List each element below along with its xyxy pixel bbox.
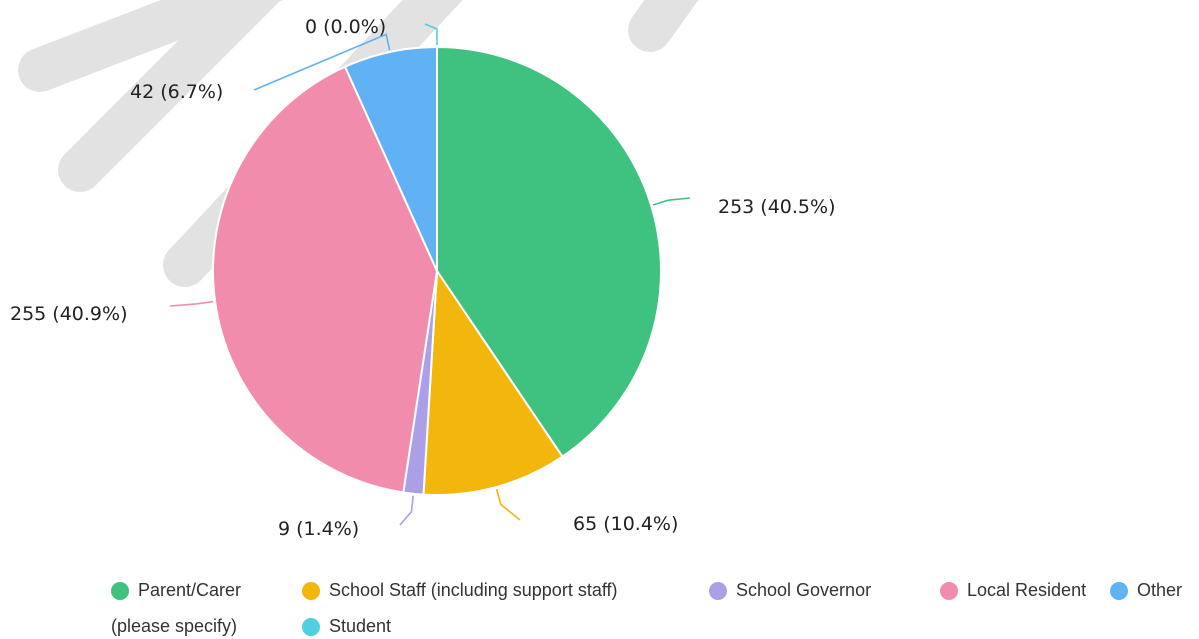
pie-slice-school-staff-including-support-staff[interactable] <box>422 267 564 496</box>
data-label-student: 0 (0.0%) <box>305 16 386 38</box>
legend-label: Other <box>1137 580 1183 600</box>
pie-slices <box>212 45 662 496</box>
data-label-school-staff-including-support-staff: 65 (10.4%) <box>573 513 678 535</box>
pie-slice-parent-carer[interactable] <box>436 45 662 459</box>
legend-dot <box>302 617 320 636</box>
legend-item-local-resident[interactable]: Local Resident <box>940 580 1086 601</box>
data-label-parent-carer: 253 (40.5%) <box>718 196 836 218</box>
legend-dot <box>111 581 129 600</box>
legend-label: Local Resident <box>967 580 1087 600</box>
leader-lines <box>169 23 691 526</box>
leader-line-other-please-specify <box>253 33 391 91</box>
legend-dot <box>709 581 727 600</box>
data-label-school-governor: 9 (1.4%) <box>278 518 359 540</box>
pie-chart: 253 (40.5%) 65 (10.4%) 9 (1.4%) 255 (40.9%)… <box>10 0 836 540</box>
legend-label: School Governor <box>736 580 872 600</box>
pie-slice-local-resident[interactable] <box>212 65 439 494</box>
legend-label: School Staff (including support staff) <box>329 580 618 600</box>
data-labels: 253 (40.5%) 65 (10.4%) 9 (1.4%) 255 (40.9%)… <box>10 16 836 540</box>
pie-slice-other-please-specify[interactable] <box>343 45 438 272</box>
legend-item-school-staff[interactable]: School Staff (including support staff) <box>302 580 618 601</box>
legend-dot <box>302 581 320 600</box>
legend-label: Parent/Carer <box>138 580 242 600</box>
legend-item-school-governor[interactable]: School Governor <box>709 580 871 601</box>
legend: Parent/Carer School Staff (including sup… <box>0 578 1199 639</box>
leader-line-school-staff-including-support-staff <box>495 488 521 521</box>
leader-line-school-governor <box>399 495 414 526</box>
legend-dot <box>1110 581 1128 600</box>
legend-item-other[interactable]: Other <box>1110 580 1182 601</box>
legend-item-student[interactable]: Student <box>302 616 391 637</box>
legend-label-other-continued: (please specify) <box>111 616 238 636</box>
legend-item-parent-carer[interactable]: Parent/Carer <box>111 580 241 601</box>
data-label-other-please-specify: 42 (6.7%) <box>130 81 223 103</box>
legend-label: Student <box>329 616 392 636</box>
leader-line-student <box>424 23 438 45</box>
legend-dot <box>940 581 958 600</box>
leader-line-parent-carer <box>652 197 691 206</box>
data-label-local-resident: 255 (40.9%) <box>10 303 128 325</box>
leader-line-local-resident <box>169 300 214 307</box>
